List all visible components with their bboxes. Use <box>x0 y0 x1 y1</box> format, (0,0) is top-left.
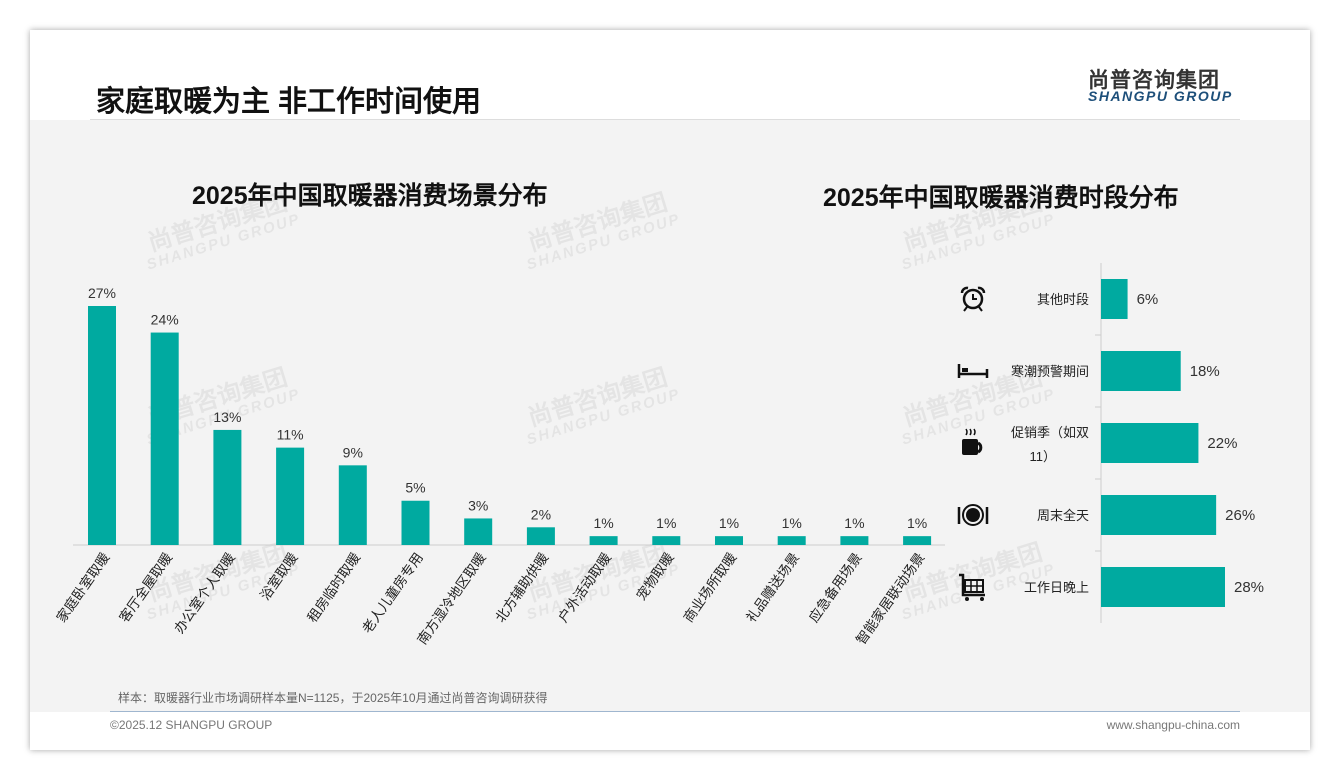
website-link[interactable]: www.shangpu-china.com <box>1106 718 1240 732</box>
right-chart-title: 2025年中国取暖器消费时段分布 <box>823 184 1179 212</box>
category-label: 老人儿童房专用 <box>359 550 426 637</box>
bar <box>276 447 305 545</box>
header-divider <box>90 119 1240 120</box>
data-label: 28% <box>1234 579 1264 596</box>
data-label: 5% <box>405 480 425 496</box>
bar <box>464 518 493 545</box>
data-label: 24% <box>151 312 179 328</box>
sample-note: 样本：取暖器行业市场调研样本量N=1125，于2025年10月通过尚普咨询调研获… <box>118 691 548 705</box>
bar <box>338 465 367 545</box>
header <box>30 30 1310 120</box>
data-label: 6% <box>1137 291 1159 308</box>
category-label: 礼品赠送场景 <box>743 550 802 625</box>
data-label: 18% <box>1190 363 1220 380</box>
bar <box>526 527 555 545</box>
data-label: 1% <box>907 515 927 531</box>
category-label: 家庭卧室取暖 <box>53 549 113 625</box>
category-label: 南方湿冷地区取暖 <box>414 550 489 647</box>
category-label: 智能家居联动场景 <box>853 550 928 648</box>
category-label: 浴室取暖 <box>256 549 300 603</box>
bar <box>1101 567 1225 607</box>
data-label: 27% <box>88 285 116 301</box>
category-label: 宠物取暖 <box>633 550 677 603</box>
left-chart-title: 2025年中国取暖器消费场景分布 <box>192 182 548 210</box>
scene-bar-chart: 27% 家庭卧室取暖 24% 客厅全屋取暖 13% 办公室个人取暖 11% 浴室取暖 9% 租房临… <box>53 263 1264 648</box>
category-label: 应急备用场景 <box>805 550 865 626</box>
category-label: 商业场所取暖 <box>681 550 740 625</box>
bar <box>715 536 743 545</box>
category-label: 户外活动取暖 <box>554 549 614 625</box>
bar <box>401 500 430 545</box>
category-label: 11） <box>1030 449 1057 464</box>
data-label: 11% <box>277 427 304 443</box>
data-label: 26% <box>1225 507 1255 524</box>
bar <box>903 536 932 545</box>
alarm-clock-icon <box>960 286 986 312</box>
data-label: 1% <box>656 515 676 531</box>
bar <box>589 536 618 545</box>
logo-en: SHANGPU GROUP <box>1088 88 1233 104</box>
copyright: ©2025.12 SHANGPU GROUP <box>110 718 273 732</box>
page-title: 家庭取暖为主 非工作时间使用 <box>96 86 482 118</box>
bar <box>1101 423 1199 463</box>
category-label: 促销季（如双 <box>1011 425 1089 440</box>
data-label: 1% <box>782 515 802 531</box>
category-label: 周末全天 <box>1037 508 1089 523</box>
bar <box>213 429 242 545</box>
category-label: 其他时段 <box>1037 292 1089 307</box>
data-label: 1% <box>719 515 739 531</box>
bar <box>88 306 116 545</box>
footer-divider <box>110 711 1240 712</box>
bar <box>840 536 869 545</box>
bar <box>777 536 806 545</box>
category-label: 办公室个人取暖 <box>171 549 239 636</box>
data-label: 13% <box>213 409 241 425</box>
footer <box>30 712 1310 750</box>
bar <box>1101 495 1217 535</box>
slide: 家庭取暖为主 非工作时间使用 尚普咨询集团 SHANGPU GROUP 尚普咨询… <box>30 30 1310 750</box>
data-label: 1% <box>844 515 864 531</box>
category-label: 北方辅助供暖 <box>493 550 552 625</box>
plate-cutlery-icon <box>957 504 989 526</box>
coffee-cup-icon <box>962 428 983 455</box>
bar <box>1101 279 1128 319</box>
data-label: 2% <box>531 506 551 522</box>
bar <box>652 536 681 545</box>
data-label: 1% <box>593 515 613 531</box>
data-label: 9% <box>343 444 363 460</box>
shopping-cart-icon <box>959 573 985 601</box>
data-label: 3% <box>468 497 488 513</box>
category-label: 租房临时取暖 <box>305 550 364 625</box>
category-label: 客厅全屋取暖 <box>116 549 176 625</box>
bed-icon <box>957 364 989 378</box>
category-label: 寒潮预警期间 <box>1011 364 1089 379</box>
logo-cn: 尚普咨询集团 <box>1088 69 1220 92</box>
category-label: 工作日晚上 <box>1024 580 1089 595</box>
bar <box>1101 351 1181 391</box>
data-label: 22% <box>1207 435 1237 452</box>
bar <box>150 332 179 545</box>
